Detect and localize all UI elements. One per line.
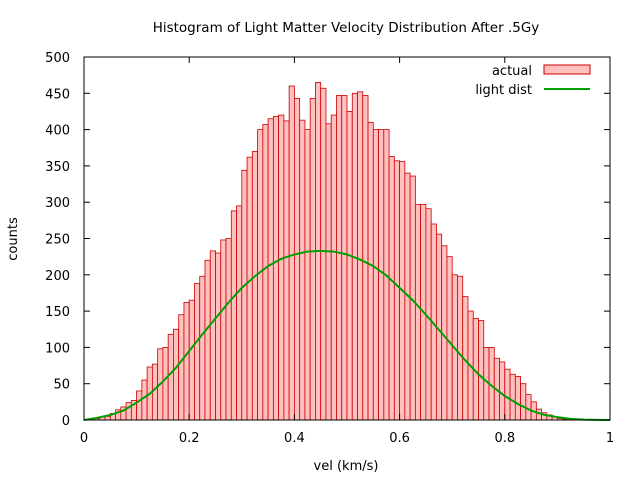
histogram-bar	[215, 252, 222, 421]
histogram-bar	[141, 379, 148, 421]
histogram-bar	[209, 250, 216, 421]
histogram-bar	[230, 210, 237, 421]
histogram-bar	[288, 85, 295, 421]
y-tick-label: 350	[45, 160, 70, 175]
chart-title: Histogram of Light Matter Velocity Distr…	[153, 20, 540, 36]
histogram-bar	[236, 205, 243, 421]
histogram-bar	[520, 383, 527, 421]
histogram-bar	[378, 129, 385, 421]
histogram-bar	[178, 314, 185, 421]
histogram-bar	[167, 333, 174, 421]
y-tick-label: 300	[45, 196, 70, 211]
histogram-bar	[225, 238, 232, 421]
y-tick-label: 400	[45, 124, 70, 139]
histogram-bar	[183, 301, 190, 421]
x-tick-label: 0.6	[389, 431, 410, 446]
histogram-bar	[188, 299, 195, 421]
legend: actual light dist	[475, 64, 591, 98]
histogram-bar	[446, 256, 453, 421]
axis-ticks: 0 50 100 150 200 250 300 350 400 450 500 0 0.2 0.4 0.6…	[45, 51, 614, 446]
histogram-bar	[272, 116, 280, 421]
histogram-bar	[162, 346, 169, 421]
light-dist-line	[83, 249, 611, 421]
histogram-bar	[372, 129, 379, 421]
histogram-bar	[304, 129, 311, 421]
x-tick-label: 0.4	[284, 431, 305, 446]
light-dist-curve-group	[83, 249, 611, 421]
histogram-bar	[136, 390, 143, 421]
y-tick-label: 500	[45, 51, 70, 66]
histogram-bar	[346, 111, 353, 421]
histogram-bar	[414, 203, 422, 421]
histogram-bar	[325, 123, 332, 421]
histogram-bar	[299, 119, 306, 421]
histogram-bar	[309, 97, 316, 421]
histogram-bar	[204, 259, 211, 421]
histogram-bar	[194, 283, 201, 421]
legend-label-actual: actual	[492, 64, 532, 79]
histogram-bar	[251, 150, 258, 421]
histogram-bar	[320, 87, 327, 421]
histogram-bar	[199, 275, 206, 421]
x-tick-label: 0.8	[494, 431, 515, 446]
histogram-bar	[173, 328, 180, 421]
legend-label-light-dist: light dist	[475, 83, 532, 98]
histogram-bar	[151, 363, 159, 421]
histogram-bar	[293, 97, 301, 421]
histogram-bar	[278, 114, 285, 421]
histogram-bar	[283, 120, 290, 421]
histogram-bar	[357, 91, 364, 421]
histogram-bar	[499, 361, 506, 421]
histogram-bar	[457, 275, 464, 421]
histogram-bar	[262, 124, 269, 421]
histogram-bar	[246, 156, 253, 421]
y-tick-label: 150	[45, 305, 70, 320]
histogram-bar	[367, 121, 374, 421]
histogram-bar	[330, 114, 337, 421]
histogram-bar	[504, 368, 511, 421]
y-axis-label: counts	[6, 217, 21, 261]
y-tick-label: 250	[45, 233, 70, 248]
x-tick-label: 0	[80, 431, 88, 446]
y-tick-label: 200	[45, 269, 70, 284]
histogram-bar	[220, 239, 227, 421]
histogram-bar	[393, 160, 400, 421]
histogram-bar	[514, 376, 521, 421]
histogram-bar	[267, 118, 274, 421]
x-tick-label: 0.2	[179, 431, 200, 446]
histogram-bar	[362, 95, 369, 421]
histogram-bar	[341, 95, 348, 421]
histogram-bar	[241, 169, 248, 421]
y-tick-label: 0	[62, 414, 70, 429]
x-tick-label: 1	[606, 431, 614, 446]
histogram-bar	[478, 320, 485, 421]
histogram-bar	[336, 95, 343, 421]
y-tick-label: 450	[45, 87, 70, 102]
legend-swatch-actual	[543, 64, 591, 75]
y-tick-label: 50	[53, 378, 70, 393]
histogram-bar	[509, 373, 516, 421]
y-tick-label: 100	[45, 341, 70, 356]
histogram-bar	[388, 156, 395, 421]
x-axis-label: vel (km/s)	[314, 459, 379, 474]
